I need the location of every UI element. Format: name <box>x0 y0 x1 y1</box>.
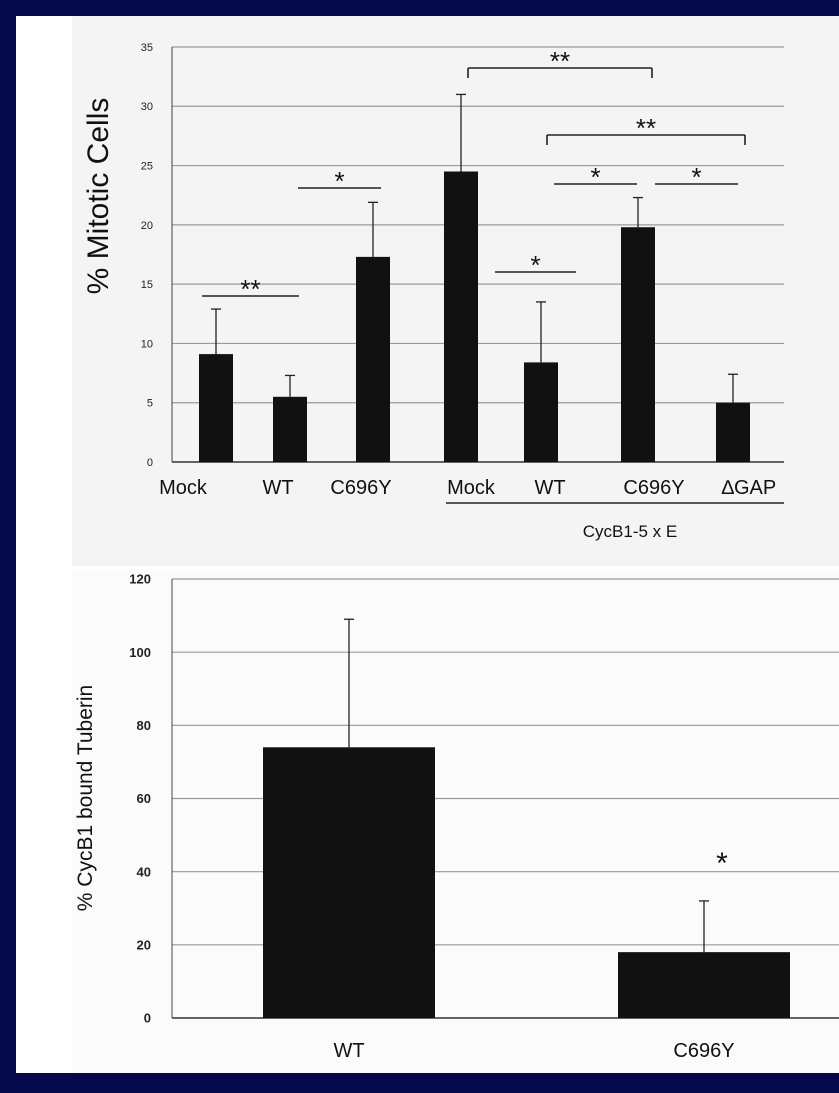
y-tick-label: 0 <box>147 457 153 469</box>
x-category-label: WT <box>262 477 293 499</box>
significance-marker: * <box>334 166 344 196</box>
figure-frame: 0 5 10 15 20 25 30 35 % Mitotic Cells Mock WT C696Y… <box>16 16 839 1073</box>
significance-marker: * <box>590 162 600 192</box>
x-category-label: WT <box>534 477 565 499</box>
figure-charts: 0 5 10 15 20 25 30 35 % Mitotic Cells Mock WT C696Y… <box>74 42 839 1062</box>
x-category-label: C696Y <box>623 477 684 499</box>
significance-marker: * <box>530 250 540 280</box>
x-category-label: Mock <box>159 477 208 499</box>
significance-marker: ** <box>550 46 570 76</box>
y-tick-label: 5 <box>147 398 153 410</box>
x-category-label: C696Y <box>673 1040 734 1062</box>
bar-wt <box>273 396 307 462</box>
bar-c696y <box>618 952 790 1018</box>
y-tick-label: 120 <box>129 572 151 587</box>
y-tick-label: 25 <box>141 161 153 173</box>
y-tick-label: 30 <box>141 101 153 113</box>
group-label: CycB1-5 x E <box>583 522 677 541</box>
x-category-label: ∆GAP <box>722 477 776 499</box>
y-tick-label: 0 <box>144 1011 151 1026</box>
bar-gap <box>716 402 750 462</box>
significance-marker: ** <box>240 274 260 304</box>
bar-mock <box>199 354 233 462</box>
bar-wt <box>524 362 558 462</box>
y-tick-label: 20 <box>137 938 151 953</box>
y-tick-label: 40 <box>137 864 151 879</box>
bar-c696y <box>356 256 390 462</box>
y-tick-label: 20 <box>141 220 153 232</box>
y-tick-label: 80 <box>137 718 151 733</box>
bar-wt <box>263 747 435 1018</box>
y-tick-label: 15 <box>141 279 153 291</box>
x-category-label: C696Y <box>330 477 391 499</box>
y-axis-title: % CycB1 bound Tuberin <box>74 685 97 911</box>
y-axis-title: % Mitotic Cells <box>82 98 115 295</box>
x-category-label: WT <box>333 1040 364 1062</box>
significance-marker: ** <box>636 113 656 143</box>
significance-marker: * <box>691 162 701 192</box>
y-tick-label: 35 <box>141 42 153 54</box>
y-tick-label: 10 <box>141 338 153 350</box>
significance-marker: * <box>716 847 728 880</box>
y-tick-label: 100 <box>129 645 151 660</box>
bar-mock <box>444 171 478 462</box>
y-tick-label: 60 <box>137 791 151 806</box>
bar-c696y <box>621 227 655 462</box>
x-category-label: Mock <box>447 477 496 499</box>
